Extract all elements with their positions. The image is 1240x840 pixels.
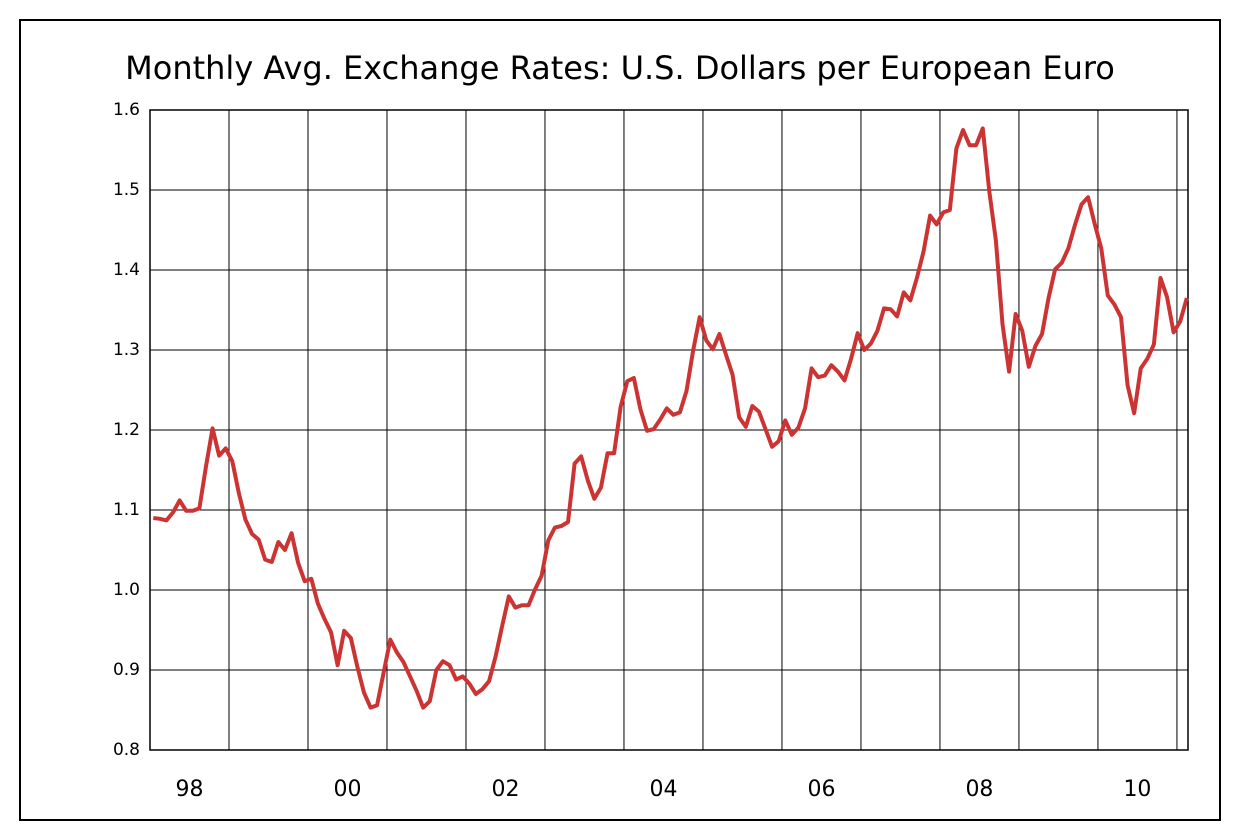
y-tick-label: 1.0 [113, 580, 140, 600]
chart-title: Monthly Avg. Exchange Rates: U.S. Dollar… [125, 49, 1115, 87]
x-tick-label: 00 [333, 777, 361, 802]
y-tick-label: 1.4 [113, 260, 140, 280]
x-tick-label: 10 [1123, 777, 1151, 802]
x-tick-label: 08 [965, 777, 993, 802]
y-tick-label: 1.5 [113, 180, 140, 200]
y-tick-label: 1.6 [113, 100, 140, 120]
data-line [153, 126, 1189, 710]
y-tick-label: 1.3 [113, 340, 140, 360]
x-tick-label: 98 [175, 777, 203, 802]
x-tick-label: 02 [491, 777, 519, 802]
y-tick-label: 0.8 [113, 740, 140, 760]
x-tick-label: 06 [807, 777, 835, 802]
y-tick-label: 0.9 [113, 660, 140, 680]
x-tick-label: 04 [649, 777, 677, 802]
y-tick-label: 1.1 [113, 500, 140, 520]
y-tick-label: 1.2 [113, 420, 140, 440]
